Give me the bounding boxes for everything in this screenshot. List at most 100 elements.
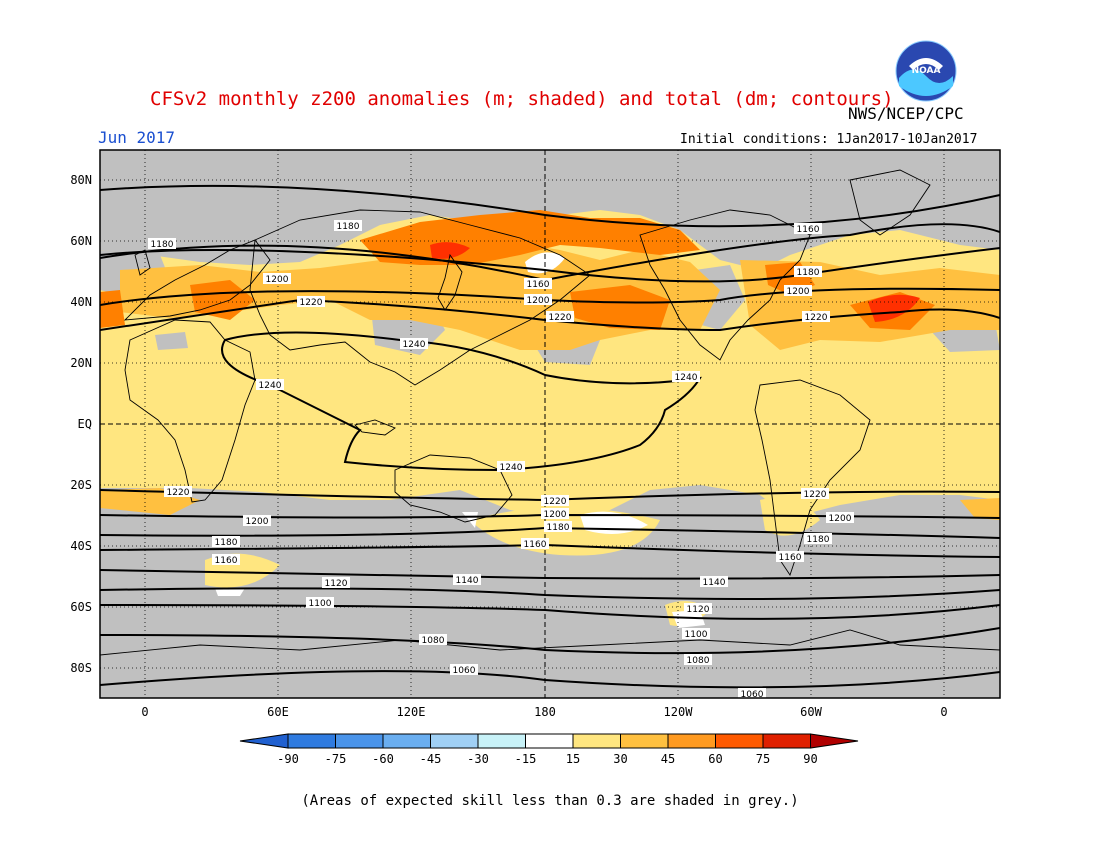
lat-lon-grid: [100, 150, 1000, 698]
coast-south-america: [754, 379, 871, 577]
anomaly-red-atlantic: [868, 294, 920, 322]
lat-label: 40S: [70, 539, 92, 553]
svg-text:1080: 1080: [687, 656, 710, 666]
coast-greenland: [849, 169, 931, 236]
lat-label: EQ: [77, 417, 92, 431]
initial-conditions: Initial conditions: 1Jan2017-10Jan2017: [680, 132, 978, 147]
chart-title: CFSv2 monthly z200 anomalies (m; shaded)…: [150, 88, 894, 110]
svg-text:1200: 1200: [246, 517, 269, 527]
contour-label: 1200: [243, 515, 271, 527]
svg-text:1080: 1080: [422, 636, 445, 646]
anomaly-red-siberia: [430, 242, 470, 259]
contour-1240: [221, 331, 702, 472]
lon-label: 0: [940, 705, 948, 719]
contour-label: 1140: [700, 576, 728, 588]
contour-label: 1160: [524, 278, 552, 290]
contour-1160-north: [100, 223, 1000, 282]
svg-text:1240: 1240: [500, 463, 523, 473]
contour-label: 1200: [524, 294, 552, 306]
svg-text:1160: 1160: [527, 280, 550, 290]
contour-label: 1220: [801, 488, 829, 500]
lon-label: 120E: [396, 705, 426, 719]
svg-text:1180: 1180: [337, 222, 360, 232]
svg-text:1220: 1220: [549, 313, 572, 323]
contour-label: 1120: [322, 577, 350, 589]
contour-label: 1160: [776, 551, 804, 563]
svg-text:1240: 1240: [403, 340, 426, 350]
svg-text:1220: 1220: [804, 490, 827, 500]
coast-indonesia: [354, 419, 396, 436]
contour-label: 1220: [546, 311, 574, 323]
svg-text:1180: 1180: [807, 535, 830, 545]
contour-label: 1180: [148, 238, 176, 250]
contour-label: 1240: [497, 461, 525, 473]
contour-label: 1180: [212, 536, 240, 548]
svg-text:1240: 1240: [259, 381, 282, 391]
svg-text:1060: 1060: [741, 690, 764, 700]
svg-text:1100: 1100: [309, 599, 332, 609]
svg-text:1120: 1120: [687, 605, 710, 615]
anomaly-white-southern: [672, 610, 705, 628]
contour-label: 1100: [682, 628, 710, 640]
svg-text:1160: 1160: [215, 556, 238, 566]
contour-1220: [100, 298, 1000, 332]
contour-label-group: 1180 1180 1160 1200 1220 1160 1180 1200 …: [148, 220, 854, 700]
footnote: (Areas of expected skill less than 0.3 a…: [301, 793, 799, 809]
svg-text:1140: 1140: [703, 578, 726, 588]
anomaly-dark-orange-west: [100, 290, 125, 328]
colorbar-arrow-right: [810, 733, 859, 749]
colorbar-arrow-left: [239, 733, 289, 749]
anomaly-white-south-atl: [215, 588, 245, 596]
colorbar-tick: 15: [565, 752, 581, 766]
lon-label: 60E: [267, 705, 289, 719]
grey-skill-indian: [155, 332, 188, 350]
lat-label: 20N: [70, 356, 92, 370]
svg-text:1180: 1180: [151, 240, 174, 250]
lat-label: 60S: [70, 600, 92, 614]
lon-label: 60W: [800, 705, 822, 719]
contour-label: 1200: [826, 512, 854, 524]
contour-label: 1200: [784, 285, 812, 297]
svg-text:1060: 1060: [453, 666, 476, 676]
svg-text:1180: 1180: [797, 268, 820, 278]
svg-text:1200: 1200: [266, 275, 289, 285]
contour-label: 1220: [164, 486, 192, 498]
contour-label: 1240: [400, 338, 428, 350]
colorbar-tick: -15: [514, 752, 537, 766]
svg-text:1140: 1140: [456, 576, 479, 586]
noaa-logo-icon: NOAA: [895, 40, 957, 102]
colorbar-tick: 60: [708, 752, 723, 766]
contour-label: 1220: [297, 296, 325, 308]
grey-skill-south: [100, 485, 1000, 698]
contour-label: 1180: [544, 521, 572, 533]
colorbar-tick: 45: [660, 752, 676, 766]
contour-label: 1220: [541, 495, 569, 507]
svg-text:1200: 1200: [544, 510, 567, 520]
colorbar-tick: -90: [277, 752, 299, 766]
svg-text:1200: 1200: [787, 287, 810, 297]
contour-label: 1160: [521, 538, 549, 550]
contour-label: 1140: [453, 574, 481, 586]
svg-text:1100: 1100: [685, 630, 708, 640]
contour-label: 1240: [256, 379, 284, 391]
colorbar-tick: 30: [613, 752, 628, 766]
colorbar-tick: -45: [419, 752, 442, 766]
contour-label: 1060: [738, 688, 766, 700]
coast-africa: [124, 319, 256, 503]
colorbar-tick: 75: [755, 752, 771, 766]
lat-label: 20S: [70, 478, 92, 492]
svg-text:1220: 1220: [300, 298, 323, 308]
svg-text:1220: 1220: [167, 488, 190, 498]
colorbar-tick: -75: [324, 752, 347, 766]
lat-label: 40N: [70, 295, 92, 309]
contour-label: 1120: [684, 603, 712, 615]
contour-label: 1160: [212, 554, 240, 566]
lat-label: 80S: [70, 661, 92, 675]
svg-text:1200: 1200: [527, 296, 550, 306]
svg-text:1220: 1220: [805, 313, 828, 323]
svg-text:1180: 1180: [215, 538, 238, 548]
contour-label: 1080: [684, 654, 712, 666]
svg-text:1160: 1160: [779, 553, 802, 563]
contour-label: 1160: [794, 223, 822, 235]
svg-text:1220: 1220: [544, 497, 567, 507]
